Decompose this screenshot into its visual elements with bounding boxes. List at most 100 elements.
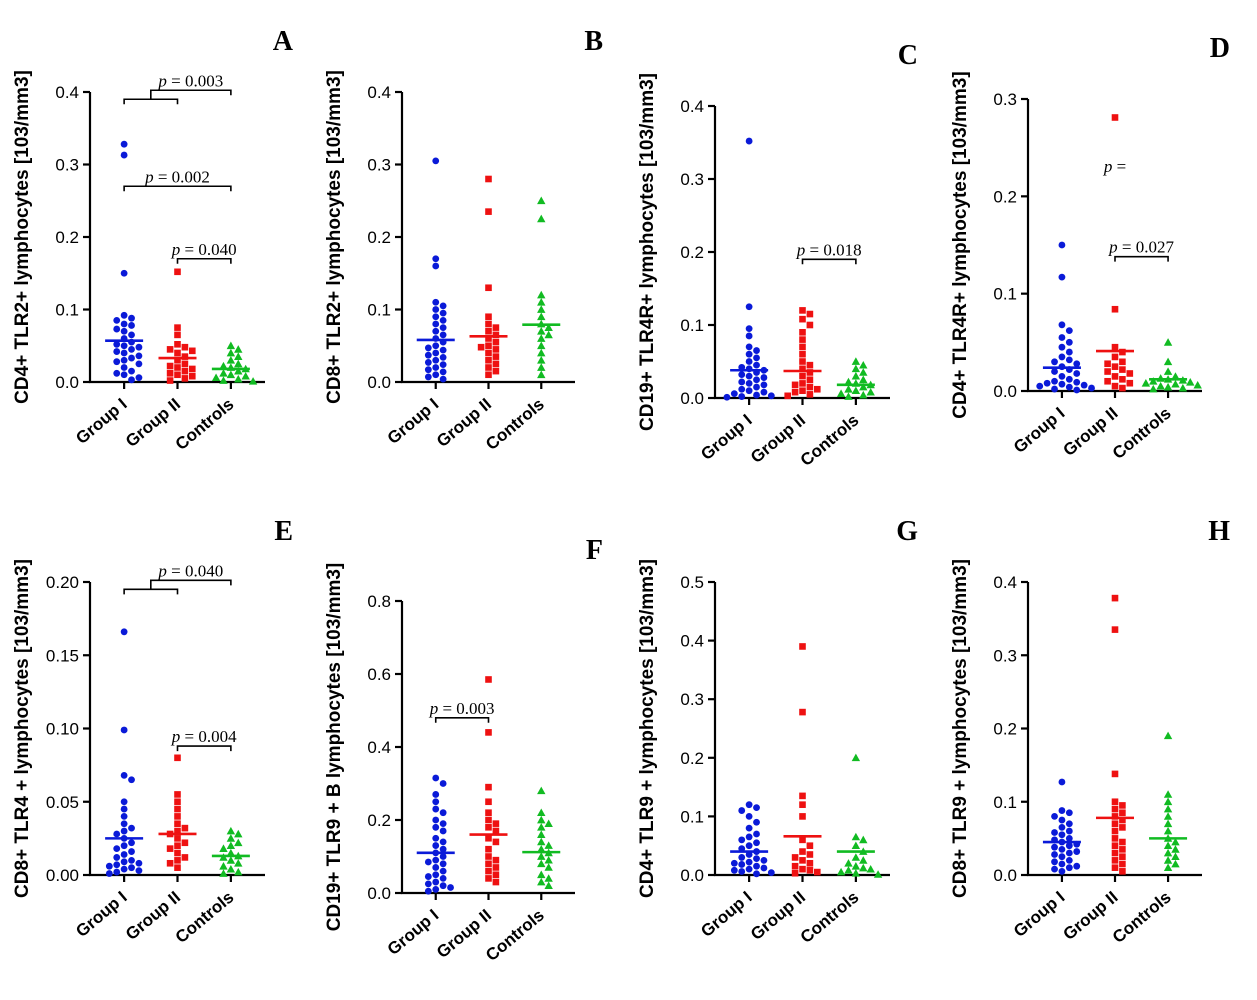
data-point <box>234 374 243 383</box>
bracket <box>176 745 232 752</box>
data-point <box>753 347 760 354</box>
data-point <box>113 358 121 366</box>
data-point <box>174 820 181 828</box>
series-group-i <box>416 157 455 383</box>
data-point <box>799 792 806 800</box>
data-point <box>241 372 250 380</box>
data-point <box>485 834 492 842</box>
data-point <box>181 367 189 375</box>
data-point <box>1073 386 1081 394</box>
y-tick-label: 0.0 <box>55 373 79 392</box>
data-point <box>753 361 760 369</box>
data-point <box>799 350 806 358</box>
y-tick-label: 0.1 <box>55 301 79 320</box>
data-point <box>745 325 753 333</box>
data-point <box>492 360 500 368</box>
data-point <box>537 356 546 364</box>
data-point <box>120 820 128 828</box>
data-point <box>181 360 189 368</box>
data-point <box>1104 360 1111 368</box>
data-point <box>432 791 440 798</box>
y-tick-label: 0.4 <box>993 573 1017 592</box>
data-point <box>424 873 432 880</box>
data-point <box>1111 594 1119 602</box>
series-controls <box>836 753 883 878</box>
data-point <box>537 808 546 817</box>
data-point <box>784 392 791 400</box>
bracket <box>150 89 232 100</box>
series-group-i <box>1036 241 1095 394</box>
data-point <box>1111 305 1119 313</box>
data-point <box>211 373 221 382</box>
data-point <box>113 369 121 377</box>
series-group-ii <box>1096 114 1134 392</box>
data-point <box>1163 790 1173 798</box>
data-point <box>537 845 546 853</box>
data-point <box>537 823 546 831</box>
p-value-label: p = 0.018 <box>796 240 862 259</box>
data-point <box>851 386 861 395</box>
data-point <box>799 329 806 336</box>
data-point <box>485 676 492 683</box>
data-point <box>537 786 546 795</box>
data-point <box>851 371 861 380</box>
data-point <box>544 841 553 849</box>
data-point <box>1051 368 1058 375</box>
data-point <box>1058 321 1066 329</box>
p-value-label: p = 0.040 <box>171 240 237 259</box>
data-point <box>806 361 814 369</box>
series-controls <box>836 357 875 400</box>
data-point <box>1051 858 1058 866</box>
data-point <box>120 771 128 779</box>
data-point <box>1111 770 1119 778</box>
data-point <box>174 356 181 364</box>
y-tick-label: 0.4 <box>680 632 704 651</box>
data-point <box>439 331 447 339</box>
data-point <box>1163 804 1173 813</box>
data-point <box>439 324 447 332</box>
data-point <box>1111 373 1119 380</box>
data-point <box>1111 849 1119 857</box>
data-point <box>799 643 806 650</box>
data-point <box>439 780 447 787</box>
data-point <box>1119 824 1126 831</box>
data-point <box>424 887 432 895</box>
data-point <box>1073 848 1081 855</box>
y-tick-label: 0.4 <box>367 738 391 757</box>
data-point <box>1073 862 1081 870</box>
significance-annotation: p = 0.004 <box>171 727 237 752</box>
data-point <box>814 868 821 876</box>
data-point <box>745 137 753 145</box>
data-point <box>1163 338 1173 346</box>
data-point <box>745 387 753 395</box>
data-point <box>432 306 440 313</box>
data-point <box>424 373 432 381</box>
bracket <box>123 185 232 192</box>
series-group-ii <box>783 307 822 400</box>
data-point <box>219 369 228 377</box>
data-point <box>113 316 121 324</box>
data-point <box>485 371 492 379</box>
data-point <box>485 356 492 364</box>
data-point <box>113 845 121 853</box>
x-tick-label: Controls <box>797 411 863 470</box>
data-point <box>814 385 821 393</box>
data-point <box>226 826 236 835</box>
data-point <box>174 268 181 276</box>
data-point <box>1058 831 1066 839</box>
data-point <box>120 371 128 379</box>
data-point <box>432 327 440 335</box>
data-point <box>1051 813 1058 820</box>
data-point <box>1051 843 1058 851</box>
data-point <box>439 845 447 853</box>
x-tick-label: Controls <box>1109 404 1175 463</box>
data-point <box>174 864 181 871</box>
data-point <box>799 836 806 844</box>
data-point <box>1126 379 1134 387</box>
data-point <box>753 818 760 826</box>
data-point <box>105 870 113 877</box>
data-point <box>851 753 861 762</box>
data-point <box>226 834 236 842</box>
data-point <box>1065 827 1073 835</box>
x-tick-label: Controls <box>482 906 548 965</box>
